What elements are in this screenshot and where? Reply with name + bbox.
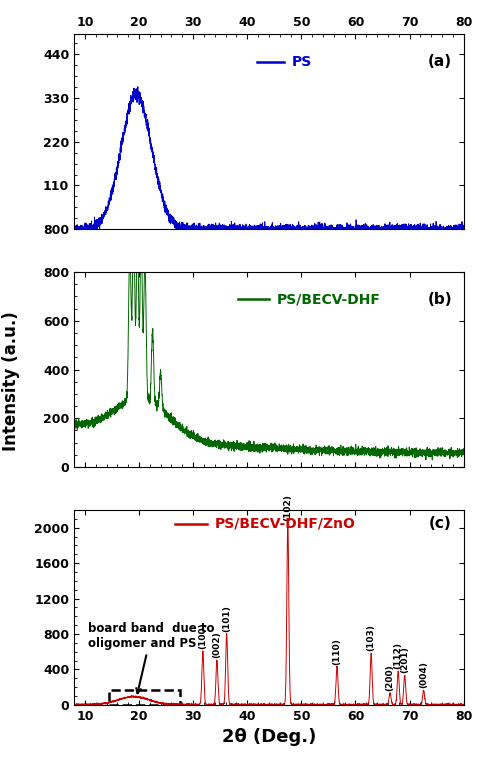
Text: PS/BECV-DHF: PS/BECV-DHF — [277, 293, 380, 306]
Text: (004): (004) — [419, 661, 428, 688]
Text: (b): (b) — [427, 292, 452, 307]
Text: (112): (112) — [394, 642, 402, 669]
Text: (100): (100) — [198, 623, 207, 649]
Text: PS/BECV-DHF/ZnO: PS/BECV-DHF/ZnO — [214, 517, 355, 530]
Text: (200): (200) — [386, 664, 394, 691]
Text: (103): (103) — [367, 624, 376, 652]
Text: (201): (201) — [400, 646, 409, 674]
Text: (002): (002) — [212, 632, 221, 658]
Text: (102): (102) — [283, 494, 293, 521]
Text: PS: PS — [292, 55, 313, 69]
Text: (101): (101) — [222, 605, 231, 632]
Text: board band  due to
oligomer and PS: board band due to oligomer and PS — [87, 622, 214, 693]
Bar — [109, 690, 180, 705]
Text: (110): (110) — [333, 638, 342, 664]
Text: (a): (a) — [428, 54, 452, 69]
Text: (c): (c) — [429, 516, 452, 531]
X-axis label: 2θ (Deg.): 2θ (Deg.) — [222, 728, 316, 746]
Text: Intensity (a.u.): Intensity (a.u.) — [1, 311, 20, 451]
